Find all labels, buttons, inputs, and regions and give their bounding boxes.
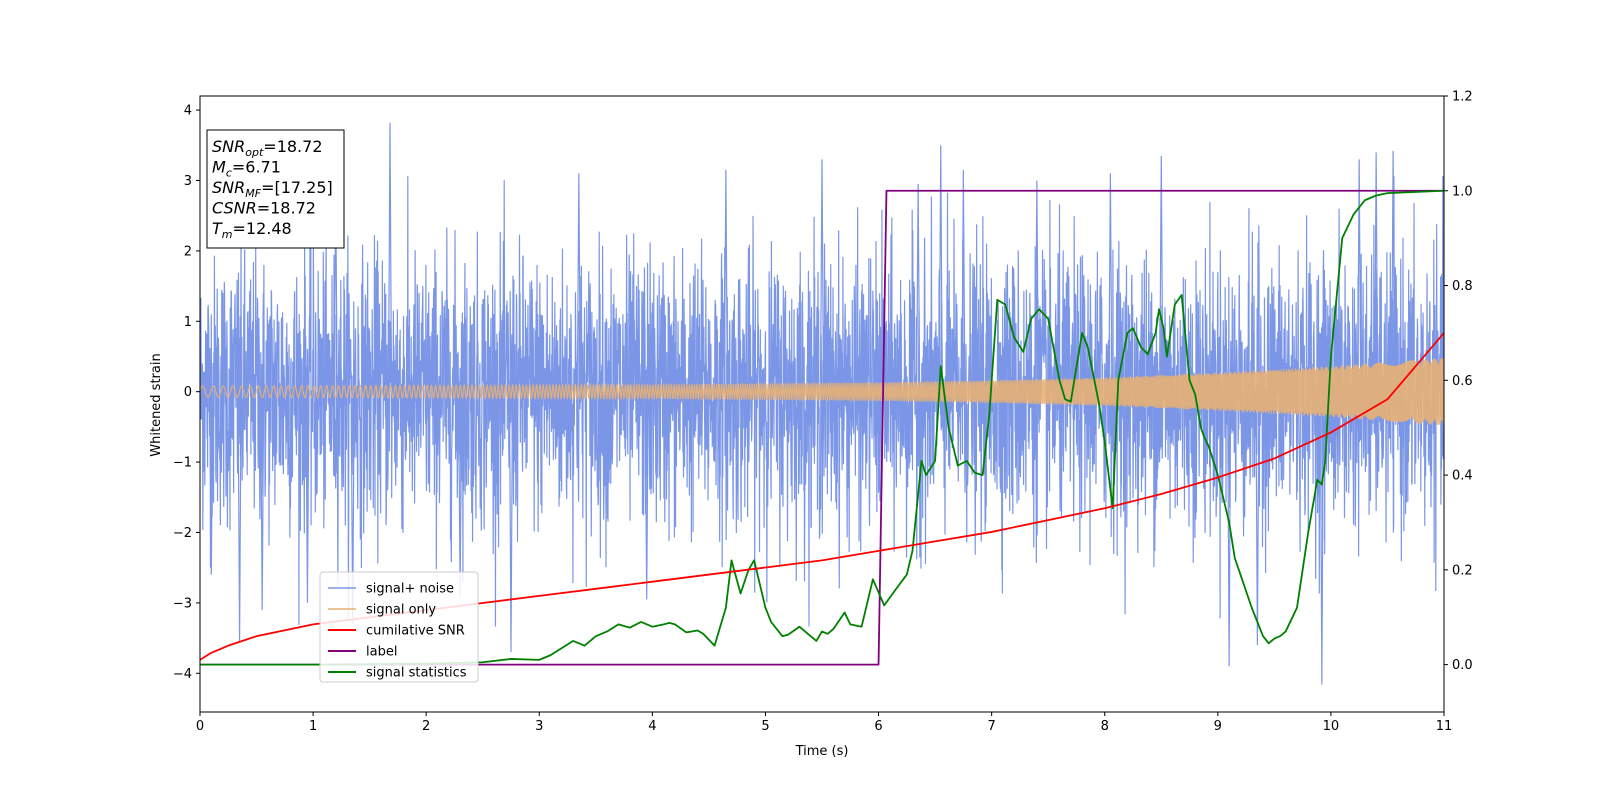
noise-peak bbox=[1255, 391, 1260, 646]
info-symbol: M bbox=[212, 158, 226, 177]
legend-frame bbox=[319, 571, 479, 683]
legend-label: cumilative SNR bbox=[366, 624, 465, 639]
legend-label: signal only bbox=[366, 603, 436, 618]
noise-peak bbox=[508, 391, 514, 653]
noise-peak bbox=[961, 169, 966, 392]
y2-tick-label: 1.2 bbox=[1452, 90, 1473, 105]
series-signal-plus-noise bbox=[200, 175, 1444, 627]
info-symbol: T bbox=[212, 219, 223, 238]
info-value: =[17.25] bbox=[261, 178, 333, 197]
legend: signal+ noise signal only cumilative SNR la… bbox=[319, 571, 479, 683]
y-tick-label: 0 bbox=[184, 385, 192, 400]
info-subscript: c bbox=[226, 167, 232, 180]
noise-peak bbox=[209, 391, 214, 575]
info-value: =6.71 bbox=[232, 158, 281, 177]
x-tick-label: 10 bbox=[1323, 719, 1340, 734]
noise-peak bbox=[1227, 391, 1232, 667]
legend-label: signal+ noise bbox=[366, 582, 454, 597]
x-tick-label: 5 bbox=[761, 719, 769, 734]
info-box-line: CSNR=18.72 bbox=[212, 199, 316, 218]
y2-tick-label: 0.2 bbox=[1452, 563, 1473, 578]
info-value: =18.72 bbox=[257, 199, 316, 218]
y2-tick-label: 0.6 bbox=[1452, 374, 1473, 389]
noise-peak bbox=[260, 391, 265, 610]
info-symbol: SNR bbox=[212, 178, 245, 197]
info-symbol: CSNR bbox=[212, 199, 257, 218]
noise-peak bbox=[819, 159, 825, 392]
info-box: SNRopt=18.72Mc=6.71SNRMF=[17.25]CSNR=18.… bbox=[206, 129, 345, 249]
noise-peak bbox=[305, 391, 310, 603]
y-tick-label: −1 bbox=[173, 456, 192, 471]
y2-tick-label: 1.0 bbox=[1452, 184, 1473, 199]
info-box-line: SNRMF=[17.25] bbox=[212, 178, 333, 200]
y-axis-ticks: 4 3 2 1 0 −1 −2 −3 −4 bbox=[173, 104, 200, 682]
x-tick-label: 9 bbox=[1214, 719, 1222, 734]
plot-area bbox=[200, 122, 1444, 685]
info-box-line: Tm=12.48 bbox=[212, 219, 292, 241]
info-box-frame bbox=[206, 129, 345, 249]
y2-tick-label: 0.8 bbox=[1452, 279, 1473, 294]
noise-peak bbox=[1319, 391, 1324, 685]
series-cumulative-snr bbox=[200, 332, 1444, 661]
x-tick-label: 3 bbox=[535, 719, 543, 734]
x-tick-label: 0 bbox=[196, 719, 204, 734]
series-signal-statistics bbox=[200, 189, 1444, 666]
y-axis-label: Whitened strain bbox=[149, 353, 164, 456]
x-tick-label: 4 bbox=[648, 719, 656, 734]
noise-peak bbox=[387, 122, 393, 392]
x-axis-ticks: 0 1 2 3 4 5 6 7 8 9 10 11 bbox=[196, 712, 1452, 734]
noise-peak bbox=[1357, 159, 1362, 392]
legend-label: label bbox=[366, 645, 397, 660]
info-box-line: Mc=6.71 bbox=[212, 158, 281, 180]
y-tick-label: −3 bbox=[173, 596, 192, 611]
info-subscript: opt bbox=[245, 146, 264, 159]
noise-peaks bbox=[209, 122, 1396, 685]
noise-peak bbox=[1391, 150, 1396, 392]
y-tick-label: 4 bbox=[184, 104, 192, 119]
noise-peak bbox=[1374, 152, 1379, 392]
y2-tick-label: 0.4 bbox=[1452, 469, 1473, 484]
info-value: =18.72 bbox=[263, 137, 322, 156]
info-symbol: SNR bbox=[212, 137, 245, 156]
info-subscript: MF bbox=[245, 187, 261, 200]
y2-tick-label: 0.0 bbox=[1452, 658, 1473, 673]
legend-label: signal statistics bbox=[366, 666, 467, 681]
x-tick-label: 7 bbox=[987, 719, 995, 734]
noise-peak bbox=[938, 145, 943, 392]
x-tick-label: 8 bbox=[1101, 719, 1109, 734]
noise-peak bbox=[916, 183, 921, 392]
noise-peak bbox=[1108, 173, 1113, 392]
right-axis-series bbox=[200, 189, 1444, 666]
y-tick-label: 2 bbox=[184, 244, 192, 259]
info-value: =12.48 bbox=[233, 219, 292, 238]
noise-peak bbox=[576, 173, 581, 392]
x-tick-label: 1 bbox=[309, 719, 317, 734]
x-tick-label: 6 bbox=[874, 719, 882, 734]
noise-peak bbox=[723, 169, 728, 392]
noise-peak bbox=[644, 391, 649, 600]
y-tick-label: −2 bbox=[173, 526, 192, 541]
noise-peak bbox=[1034, 180, 1039, 392]
y-tick-label: −4 bbox=[173, 667, 192, 682]
info-box-line: SNRopt=18.72 bbox=[212, 137, 323, 159]
y-tick-label: 3 bbox=[184, 174, 192, 189]
x-tick-label: 11 bbox=[1436, 719, 1453, 734]
plot-frame bbox=[199, 95, 1445, 713]
y2-axis-ticks: 1.2 1.0 0.8 0.6 0.4 0.2 0.0 bbox=[1444, 90, 1473, 673]
series-signal-only bbox=[200, 358, 1444, 425]
y-tick-label: 1 bbox=[184, 315, 192, 330]
x-axis-label: Time (s) bbox=[795, 744, 849, 759]
series-label bbox=[200, 189, 1444, 666]
info-subscript: m bbox=[222, 228, 233, 241]
x-tick-label: 2 bbox=[422, 719, 430, 734]
